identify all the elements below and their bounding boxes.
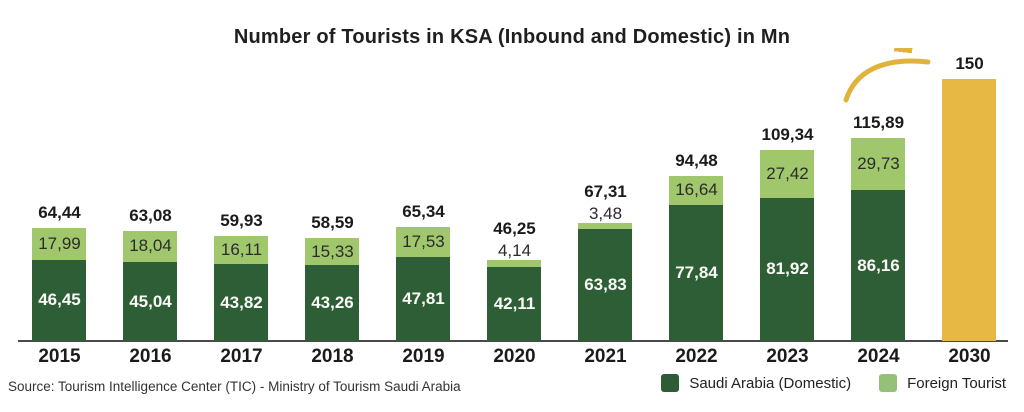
legend-swatch-foreign-icon (879, 374, 898, 392)
projection-arrow-icon (843, 48, 931, 103)
total-label: 115,89 (852, 113, 905, 133)
foreign-segment (123, 230, 177, 263)
year-label: 2018 (311, 346, 354, 367)
domestic-segment (305, 265, 359, 341)
legend-item-domestic: Saudi Arabia (Domestic) (661, 374, 851, 392)
domestic-value-label: 81,92 (766, 259, 809, 279)
bar-column-2015: 46,45 17,99 64,44 2015 (14, 0, 105, 412)
year-label: 2024 (857, 346, 900, 367)
total-label: 67,31 (584, 182, 627, 202)
domestic-segment (851, 190, 905, 341)
total-label: 65,34 (402, 201, 445, 221)
bar-column-2030: 150 2030 (924, 0, 1015, 412)
legend-item-foreign: Foreign Tourist (879, 374, 1006, 392)
year-label: 2020 (493, 346, 536, 367)
foreign-segment (578, 223, 632, 230)
foreign-value-label: 29,73 (857, 154, 900, 174)
foreign-segment (669, 175, 723, 205)
domestic-segment (760, 197, 814, 341)
foreign-value-label: 16,11 (220, 240, 263, 260)
year-label: 2017 (220, 346, 263, 367)
foreign-segment (396, 226, 450, 258)
bar-column-2021: 63,83 3,48 67,31 2021 (560, 0, 651, 412)
x-axis-line (18, 340, 1008, 342)
bar-column-2016: 45,04 18,04 63,08 2016 (105, 0, 196, 412)
domestic-value-label: 42,11 (493, 294, 536, 314)
year-label: 2023 (766, 346, 809, 367)
foreign-segment (760, 149, 814, 198)
foreign-segment (851, 138, 905, 191)
foreign-value-label: 4,14 (497, 241, 532, 261)
legend-label-foreign: Foreign Tourist (907, 374, 1006, 392)
foreign-value-label: 27,42 (766, 163, 809, 183)
total-label: 150 (955, 53, 984, 73)
source-text: Source: Tourism Intelligence Center (TIC… (8, 379, 461, 394)
total-label: 46,25 (493, 219, 536, 239)
foreign-value-label: 3,48 (588, 204, 623, 224)
foreign-value-label: 17,53 (402, 231, 445, 251)
bar-column-2020: 42,11 4,14 46,25 2020 (469, 0, 560, 412)
bar-column-2019: 47,81 17,53 65,34 2019 (378, 0, 469, 412)
year-label: 2015 (38, 346, 81, 367)
domestic-segment (487, 267, 541, 341)
domestic-value-label: 47,81 (402, 289, 445, 309)
legend: Saudi Arabia (Domestic) Foreign Tourist (661, 374, 1006, 392)
domestic-value-label: 86,16 (857, 255, 900, 275)
bar-column-2018: 43,26 15,33 58,59 2018 (287, 0, 378, 412)
bar-column-2023: 81,92 27,42 109,34 2023 (742, 0, 833, 412)
domestic-segment (578, 229, 632, 341)
domestic-value-label: 77,84 (675, 262, 718, 282)
domestic-segment (123, 262, 177, 341)
total-label: 58,59 (311, 213, 354, 233)
year-label: 2021 (584, 346, 627, 367)
foreign-value-label: 17,99 (38, 233, 81, 253)
total-label: 94,48 (675, 150, 718, 170)
legend-swatch-domestic-icon (661, 374, 680, 392)
foreign-segment (487, 260, 541, 268)
domestic-segment (214, 264, 268, 341)
total-label: 63,08 (129, 205, 172, 225)
domestic-segment (669, 204, 723, 341)
foreign-value-label: 15,33 (311, 241, 354, 261)
year-label: 2019 (402, 346, 445, 367)
domestic-value-label: 43,26 (311, 293, 354, 313)
total-label: 64,44 (38, 203, 81, 223)
foreign-value-label: 18,04 (129, 236, 172, 256)
total-label: 109,34 (761, 124, 814, 144)
year-label: 2030 (948, 346, 991, 367)
domestic-value-label: 46,45 (38, 290, 81, 310)
domestic-value-label: 63,83 (584, 275, 627, 295)
foreign-segment (214, 236, 268, 265)
total-label: 59,93 (220, 211, 263, 231)
foreign-segment (305, 238, 359, 266)
foreign-segment (32, 228, 86, 260)
projection-bar (942, 78, 996, 341)
foreign-value-label: 16,64 (675, 180, 718, 200)
bar-column-2022: 77,84 16,64 94,48 2022 (651, 0, 742, 412)
domestic-segment (32, 259, 86, 341)
year-label: 2022 (675, 346, 718, 367)
bar-column-2024: 86,16 29,73 115,89 2024 (833, 0, 924, 412)
chart-title: Number of Tourists in KSA (Inbound and D… (233, 26, 791, 48)
legend-label-domestic: Saudi Arabia (Domestic) (689, 374, 852, 392)
year-label: 2016 (129, 346, 172, 367)
domestic-value-label: 43,82 (220, 292, 263, 312)
domestic-segment (396, 257, 450, 341)
domestic-value-label: 45,04 (129, 291, 172, 311)
bar-column-2017: 43,82 16,11 59,93 2017 (196, 0, 287, 412)
